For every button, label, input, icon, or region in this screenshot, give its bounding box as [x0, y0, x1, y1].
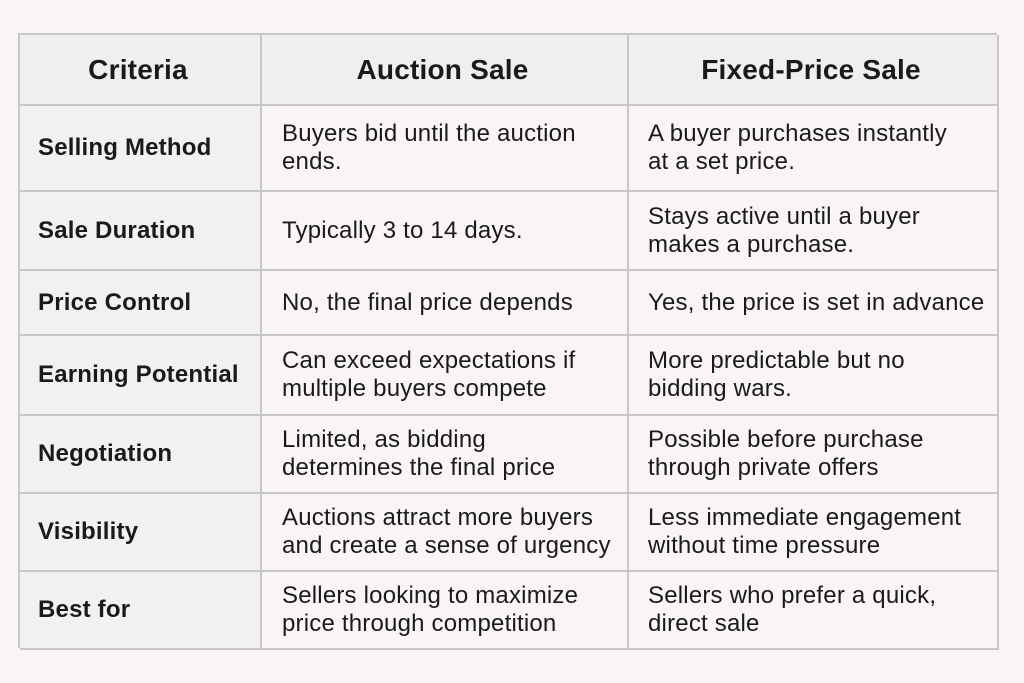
fixed-selling-method: A buyer purchases instantly at a set pri… — [629, 106, 999, 192]
fixed-best-for: Sellers who prefer a quick, direct sale — [629, 572, 999, 650]
criteria-best-for: Best for — [20, 572, 262, 650]
header-criteria: Criteria — [20, 35, 262, 106]
comparison-table: Criteria Auction Sale Fixed-Price Sale S… — [18, 33, 999, 650]
auction-price-control: No, the final price depends — [262, 271, 629, 336]
auction-negotiation: Limited, as bidding determines the final… — [262, 416, 629, 494]
header-auction-sale: Auction Sale — [262, 35, 629, 106]
fixed-earning-potential: More predictable but no bidding wars. — [629, 336, 999, 416]
criteria-negotiation: Negotiation — [20, 416, 262, 494]
fixed-sale-duration: Stays active until a buyer makes a purch… — [629, 192, 999, 271]
auction-best-for: Sellers looking to maximize price throug… — [262, 572, 629, 650]
auction-sale-duration: Typically 3 to 14 days. — [262, 192, 629, 271]
criteria-sale-duration: Sale Duration — [20, 192, 262, 271]
criteria-visibility: Visibility — [20, 494, 262, 572]
criteria-price-control: Price Control — [20, 271, 262, 336]
header-fixed-price-sale: Fixed-Price Sale — [629, 35, 999, 106]
criteria-selling-method: Selling Method — [20, 106, 262, 192]
auction-visibility: Auctions attract more buyers and create … — [262, 494, 629, 572]
fixed-price-control: Yes, the price is set in advance — [629, 271, 999, 336]
fixed-negotiation: Possible before purchase through private… — [629, 416, 999, 494]
criteria-earning-potential: Earning Potential — [20, 336, 262, 416]
auction-earning-potential: Can exceed expectations if multiple buye… — [262, 336, 629, 416]
fixed-visibility: Less immediate engagement without time p… — [629, 494, 999, 572]
auction-selling-method: Buyers bid until the auction ends. — [262, 106, 629, 192]
